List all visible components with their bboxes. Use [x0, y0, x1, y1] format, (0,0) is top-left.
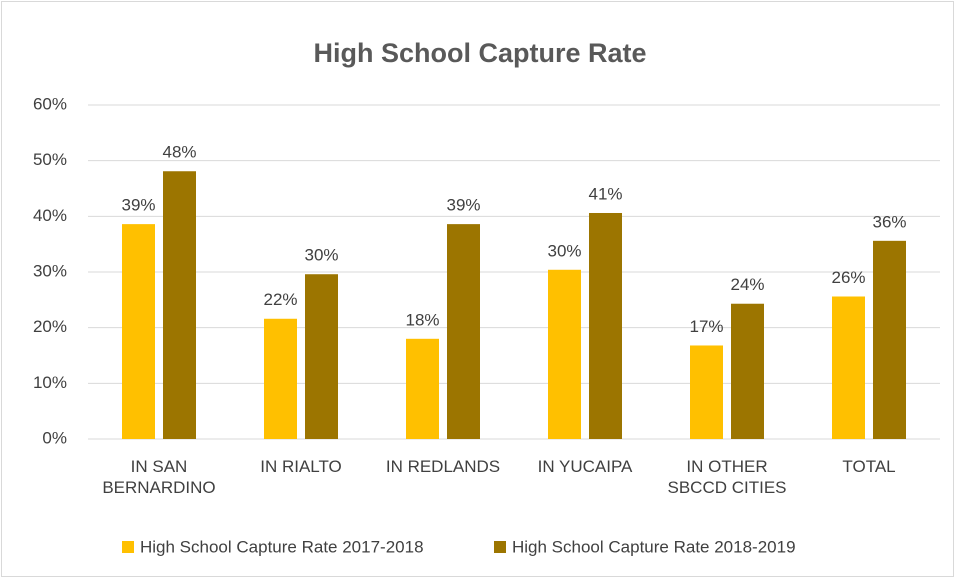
y-tick-label: 50%: [33, 150, 67, 169]
data-label: 39%: [121, 196, 155, 215]
x-tick-label: IN RIALTO: [260, 457, 342, 476]
x-tick-label: TOTAL: [842, 457, 896, 476]
bar: [406, 338, 439, 439]
data-label: 26%: [831, 268, 865, 287]
x-tick-label: IN SAN BERNARDINO: [102, 457, 216, 497]
legend-label: High School Capture Rate 2018-2019: [512, 537, 796, 556]
data-label: 22%: [263, 290, 297, 309]
data-label: 36%: [872, 212, 906, 231]
y-tick-label: 0%: [42, 428, 67, 447]
legend-swatch: [494, 541, 506, 553]
data-label: 30%: [547, 241, 581, 260]
bar: [163, 171, 196, 439]
x-tick-label: IN OTHER SBCCD CITIES: [667, 457, 787, 497]
x-tick-label: IN YUCAIPA: [537, 457, 633, 476]
data-label: 30%: [304, 246, 338, 265]
data-label: 48%: [162, 143, 196, 162]
legend-swatch: [122, 541, 134, 553]
y-tick-label: 60%: [33, 94, 67, 113]
data-label: 24%: [730, 275, 764, 294]
bar: [548, 269, 581, 439]
bar: [873, 240, 906, 439]
data-label: 18%: [405, 310, 439, 329]
y-tick-label: 10%: [33, 373, 67, 392]
bar: [305, 274, 338, 439]
y-tick-label: 40%: [33, 206, 67, 225]
legend-label: High School Capture Rate 2017-2018: [140, 537, 424, 556]
y-tick-label: 30%: [33, 261, 67, 280]
bar: [589, 212, 622, 439]
bar: [832, 296, 865, 439]
data-label: 39%: [446, 196, 480, 215]
bar: [447, 224, 480, 439]
bar: [264, 318, 297, 439]
y-tick-label: 20%: [33, 317, 67, 336]
bar: [690, 345, 723, 439]
bar: [122, 224, 155, 439]
data-label: 17%: [689, 317, 723, 336]
chart-title: High School Capture Rate: [313, 38, 646, 68]
data-label: 41%: [588, 184, 622, 203]
bar: [731, 303, 764, 439]
x-tick-label: IN REDLANDS: [385, 457, 501, 476]
